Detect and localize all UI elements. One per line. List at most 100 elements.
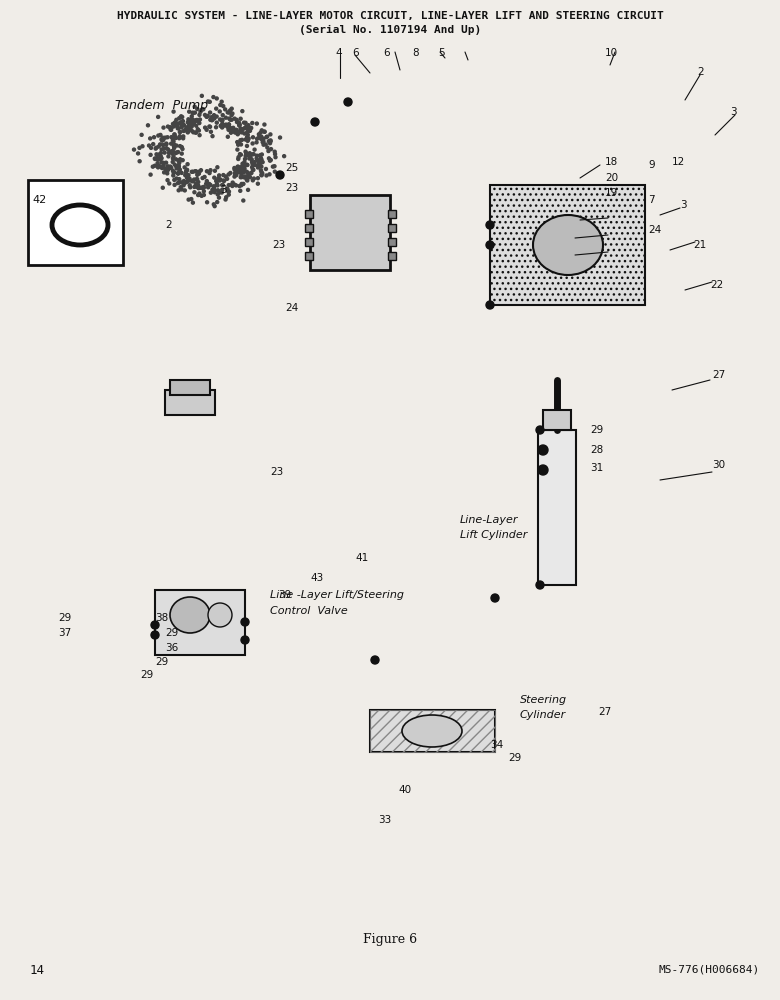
- Circle shape: [208, 111, 211, 114]
- Circle shape: [172, 144, 176, 147]
- Text: Steering: Steering: [520, 695, 567, 705]
- Circle shape: [238, 123, 241, 126]
- Circle shape: [227, 123, 230, 126]
- Circle shape: [243, 176, 245, 179]
- Circle shape: [225, 177, 229, 180]
- Circle shape: [186, 129, 190, 132]
- Circle shape: [237, 169, 240, 172]
- Circle shape: [268, 140, 271, 143]
- Circle shape: [264, 143, 268, 146]
- Circle shape: [273, 170, 276, 173]
- Circle shape: [174, 121, 177, 124]
- Text: HYDRAULIC SYSTEM - LINE-LAYER MOTOR CIRCUIT, LINE-LAYER LIFT AND STEERING CIRCUI: HYDRAULIC SYSTEM - LINE-LAYER MOTOR CIRC…: [117, 11, 663, 21]
- Circle shape: [175, 136, 177, 139]
- Circle shape: [165, 143, 168, 146]
- Circle shape: [244, 154, 247, 157]
- Text: Tandem  Pump: Tandem Pump: [115, 99, 208, 111]
- Circle shape: [235, 174, 238, 177]
- Circle shape: [239, 168, 242, 171]
- Text: 33: 33: [378, 815, 392, 825]
- Circle shape: [190, 170, 193, 173]
- Circle shape: [202, 186, 205, 189]
- Circle shape: [187, 120, 190, 123]
- Circle shape: [218, 174, 221, 177]
- Circle shape: [268, 159, 271, 162]
- Circle shape: [162, 126, 165, 129]
- Circle shape: [176, 151, 179, 154]
- Circle shape: [200, 194, 203, 197]
- Circle shape: [194, 131, 197, 134]
- Circle shape: [273, 165, 276, 168]
- Circle shape: [229, 128, 232, 131]
- Circle shape: [198, 118, 201, 121]
- Bar: [155, 590, 245, 655]
- Circle shape: [220, 191, 223, 194]
- Circle shape: [234, 173, 237, 176]
- Circle shape: [165, 161, 168, 164]
- Circle shape: [262, 140, 265, 143]
- Circle shape: [240, 182, 243, 185]
- Text: 29: 29: [590, 425, 603, 435]
- Circle shape: [172, 171, 176, 174]
- Text: 29: 29: [140, 670, 153, 680]
- Circle shape: [169, 128, 172, 131]
- Circle shape: [211, 188, 215, 191]
- Circle shape: [160, 161, 163, 164]
- Circle shape: [191, 118, 194, 121]
- Circle shape: [205, 180, 208, 183]
- Circle shape: [180, 146, 183, 149]
- Circle shape: [207, 183, 209, 186]
- Circle shape: [179, 168, 182, 171]
- Circle shape: [168, 150, 172, 153]
- Circle shape: [260, 169, 262, 172]
- Circle shape: [226, 125, 229, 128]
- Circle shape: [179, 130, 182, 133]
- Circle shape: [240, 129, 243, 132]
- Circle shape: [344, 98, 352, 106]
- Circle shape: [259, 161, 262, 164]
- Circle shape: [212, 114, 215, 117]
- Circle shape: [233, 175, 236, 178]
- Circle shape: [260, 137, 263, 140]
- Circle shape: [180, 171, 183, 174]
- Text: 23: 23: [285, 183, 298, 193]
- Circle shape: [197, 120, 199, 123]
- Circle shape: [166, 165, 169, 168]
- Circle shape: [191, 123, 193, 126]
- Text: 23: 23: [272, 240, 285, 250]
- Circle shape: [195, 170, 197, 173]
- Circle shape: [158, 143, 161, 146]
- Circle shape: [162, 147, 165, 150]
- Circle shape: [246, 138, 250, 141]
- Circle shape: [236, 148, 239, 151]
- Circle shape: [237, 131, 240, 134]
- Circle shape: [179, 121, 182, 124]
- Circle shape: [227, 128, 230, 131]
- Circle shape: [213, 191, 216, 194]
- Circle shape: [185, 169, 188, 172]
- Circle shape: [260, 174, 263, 177]
- Circle shape: [147, 124, 150, 127]
- Circle shape: [185, 169, 188, 172]
- Circle shape: [236, 165, 239, 168]
- Circle shape: [249, 127, 252, 130]
- Circle shape: [173, 163, 176, 166]
- Bar: [305, 238, 313, 246]
- Circle shape: [193, 121, 196, 124]
- Circle shape: [172, 150, 174, 153]
- Circle shape: [181, 147, 184, 150]
- Circle shape: [246, 144, 249, 147]
- Text: Figure 6: Figure 6: [363, 934, 417, 946]
- Circle shape: [211, 119, 213, 122]
- Circle shape: [189, 127, 192, 130]
- Text: 3: 3: [680, 200, 686, 210]
- Circle shape: [168, 126, 172, 129]
- Circle shape: [147, 144, 151, 147]
- Circle shape: [229, 126, 231, 129]
- Circle shape: [179, 145, 182, 148]
- Circle shape: [197, 120, 200, 123]
- Circle shape: [200, 108, 203, 111]
- Circle shape: [243, 121, 246, 124]
- Circle shape: [238, 124, 241, 127]
- Circle shape: [192, 131, 195, 134]
